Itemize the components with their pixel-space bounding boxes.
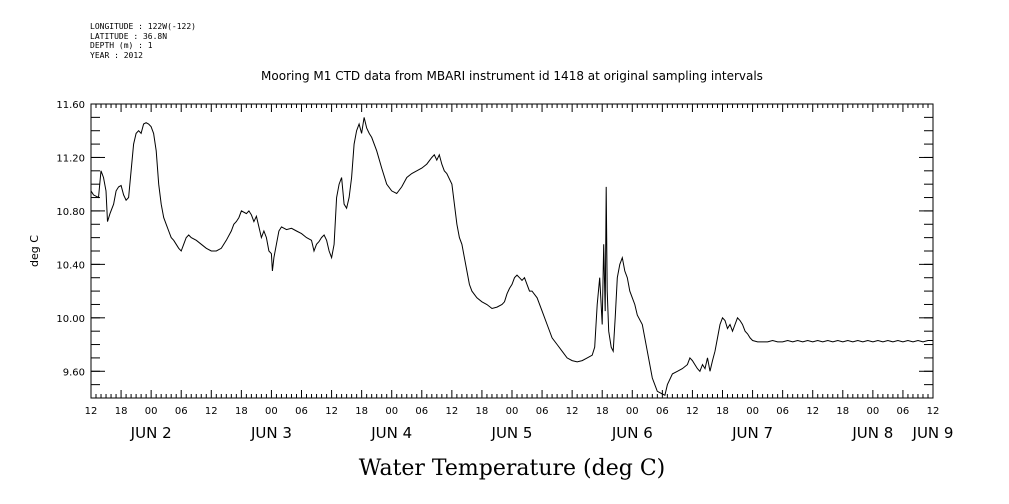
metadata-block: LONGITUDE : 122W(-122) LATITUDE : 36.8N …: [90, 22, 196, 60]
x-hour-tick-label: 06: [776, 406, 789, 417]
x-hour-tick-label: 18: [596, 406, 609, 417]
x-hour-tick-label: 12: [566, 406, 579, 417]
x-hour-tick-label: 00: [145, 406, 158, 417]
series-line: [90, 117, 933, 397]
x-day-label: JUN 7: [731, 424, 773, 442]
x-hour-tick-label: 12: [205, 406, 218, 417]
metadata-longitude: LONGITUDE : 122W(-122): [90, 22, 196, 31]
y-tick-label: 10.00: [56, 314, 85, 325]
x-day-label: JUN 6: [611, 424, 653, 442]
x-day-label: JUN 5: [491, 424, 533, 442]
y-axis-label: deg C: [28, 235, 41, 267]
x-axis-label: Water Temperature (deg C): [359, 456, 666, 481]
x-hour-tick-label: 06: [897, 406, 910, 417]
x-hour-tick-label: 12: [85, 406, 98, 417]
y-ticks: 11.60 11.20 10.80 10.40 10.00 9.60: [56, 100, 933, 399]
x-hour-tick-label: 12: [806, 406, 819, 417]
metadata-latitude: LATITUDE : 36.8N: [90, 31, 168, 41]
x-hour-tick-label: 12: [445, 406, 458, 417]
x-hour-tick-label: 06: [536, 406, 549, 417]
x-day-label: JUN 9: [912, 424, 954, 442]
x-ticks: [90, 104, 934, 398]
y-tick-label: 10.80: [56, 207, 85, 218]
x-hour-tick-label: 00: [385, 406, 398, 417]
x-hour-tick-label: 18: [476, 406, 489, 417]
series-layer: [90, 117, 933, 397]
x-day-label: JUN 2: [130, 424, 172, 442]
y-tick-label: 11.60: [56, 100, 85, 111]
x-hour-tick-label: 06: [295, 406, 308, 417]
x-hour-tick-label: 06: [415, 406, 428, 417]
x-tick-labels: 12 18 00 06 12 18 00 06 12 18 00 06 12 18 00 06 12 18 00 06…: [85, 406, 954, 442]
x-hour-tick-label: 00: [506, 406, 519, 417]
x-hour-tick-label: 00: [746, 406, 759, 417]
y-tick-label: 11.20: [56, 153, 85, 164]
x-day-label: JUN 4: [370, 424, 412, 442]
x-hour-tick-label: 18: [716, 406, 729, 417]
x-hour-tick-label: 18: [235, 406, 248, 417]
chart-title: Mooring M1 CTD data from MBARI instrumen…: [261, 69, 763, 83]
metadata-depth: DEPTH (m) : 1: [90, 41, 153, 50]
x-hour-tick-label: 00: [265, 406, 278, 417]
y-tick-label: 10.40: [56, 260, 85, 271]
x-hour-tick-label: 18: [115, 406, 128, 417]
x-hour-tick-label: 18: [836, 406, 849, 417]
x-hour-tick-label: 18: [355, 406, 368, 417]
x-day-label: JUN 8: [851, 424, 893, 442]
x-hour-tick-label: 06: [656, 406, 669, 417]
x-hour-tick-label: 00: [626, 406, 639, 417]
metadata-year: YEAR : 2012: [90, 50, 143, 60]
y-tick-label: 9.60: [63, 367, 85, 378]
x-day-label: JUN 3: [250, 424, 292, 442]
x-hour-tick-label: 06: [175, 406, 188, 417]
x-hour-tick-label: 12: [325, 406, 338, 417]
x-hour-tick-label: 12: [927, 406, 940, 417]
x-hour-tick-label: 00: [866, 406, 879, 417]
x-hour-tick-label: 12: [686, 406, 699, 417]
